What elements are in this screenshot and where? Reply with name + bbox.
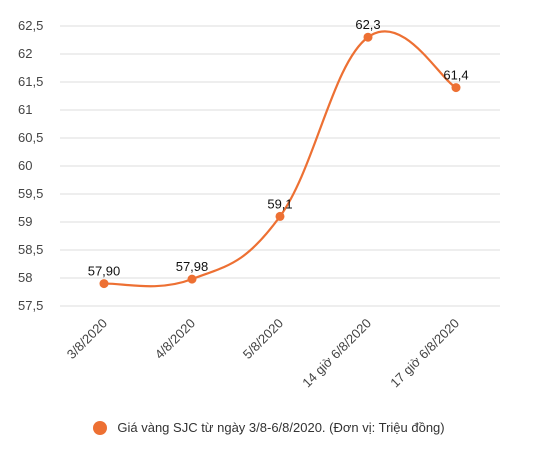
x-tick-label: 3/8/2020 (64, 316, 110, 362)
y-tick-label: 60 (18, 158, 32, 173)
y-tick-label: 61,5 (18, 74, 43, 89)
data-point (187, 274, 197, 284)
data-label: 57,98 (176, 259, 209, 274)
legend-swatch (93, 420, 108, 435)
y-tick-label: 59 (18, 214, 32, 229)
x-tick-label: 5/8/2020 (240, 316, 286, 362)
series-points (99, 32, 461, 289)
data-label: 59,1 (267, 196, 292, 211)
data-point (275, 211, 285, 221)
data-point (363, 32, 373, 42)
data-label: 57,90 (88, 264, 121, 279)
x-tick-label: 14 giờ 6/8/2020 (299, 316, 374, 391)
y-tick-label: 59,5 (18, 186, 43, 201)
series-line (103, 30, 457, 288)
data-point (451, 83, 461, 93)
legend-label: Giá vàng SJC từ ngày 3/8-6/8/2020. (Đơn … (117, 420, 445, 435)
y-tick-label: 61 (18, 102, 32, 117)
legend: Giá vàng SJC từ ngày 3/8-6/8/2020. (Đơn … (0, 420, 538, 435)
y-gridlines (60, 25, 500, 307)
data-labels: 57,90 57,98 59,1 62,3 61,4 (88, 17, 469, 278)
y-tick-label: 58 (18, 270, 32, 285)
y-tick-label: 58,5 (18, 242, 43, 257)
data-label: 62,3 (355, 17, 380, 32)
y-tick-label: 62 (18, 46, 32, 61)
x-axis-tick-labels: 3/8/2020 4/8/2020 5/8/2020 14 giờ 6/8/2020 1… (64, 316, 462, 391)
x-tick-label: 17 giờ 6/8/2020 (387, 316, 462, 391)
line-chart: 57,5 58 58,5 59 59,5 60 60,5 61 61,5 62 62,5 3/8/2… (18, 17, 500, 391)
data-point (99, 279, 109, 289)
y-tick-label: 57,5 (18, 298, 43, 313)
data-label: 61,4 (443, 68, 468, 83)
y-axis-tick-labels: 57,5 58 58,5 59 59,5 60 60,5 61 61,5 62 62,5 (18, 18, 43, 313)
y-tick-label: 60,5 (18, 130, 43, 145)
x-tick-label: 4/8/2020 (152, 316, 198, 362)
y-tick-label: 62,5 (18, 18, 43, 33)
